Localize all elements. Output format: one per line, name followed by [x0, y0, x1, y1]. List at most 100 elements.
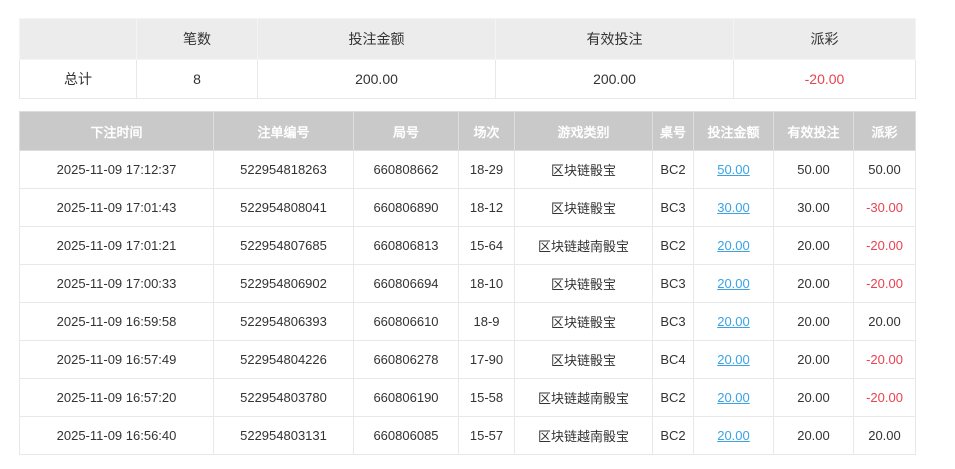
cell-bet-time: 2025-11-09 17:12:37: [19, 150, 214, 189]
bet-amount-link[interactable]: 30.00: [717, 200, 750, 215]
cell-table-id: BC3: [652, 264, 694, 303]
cell-session: 15-64: [458, 226, 515, 265]
cell-bet-id: 522954807685: [213, 226, 354, 265]
cell-bet-amount: 50.00: [693, 150, 774, 189]
cell-payout: 50.00: [853, 150, 916, 189]
table-row: 2025-11-09 16:59:58 522954806393 660806610…: [19, 302, 916, 341]
header-bet-time: 下注时间: [19, 111, 214, 151]
header-game-type: 游戏类别: [514, 111, 653, 151]
cell-table-id: BC3: [652, 188, 694, 227]
summary-table: 笔数 投注金额 有效投注 派彩 总计 8 200.00 200.00 -20.0…: [19, 18, 916, 99]
header-bet-id: 注单编号: [213, 111, 354, 151]
cell-bet-time: 2025-11-09 16:57:49: [19, 340, 214, 379]
cell-game-type: 区块链越南骰宝: [514, 378, 653, 417]
bet-amount-link[interactable]: 20.00: [717, 390, 750, 405]
cell-table-id: BC2: [652, 150, 694, 189]
cell-bet-amount: 20.00: [693, 302, 774, 341]
cell-payout: 20.00: [853, 302, 916, 341]
cell-table-id: BC2: [652, 378, 694, 417]
bet-amount-link[interactable]: 20.00: [717, 314, 750, 329]
cell-valid-bet: 20.00: [773, 264, 854, 303]
summary-header: [19, 18, 137, 60]
cell-table-id: BC2: [652, 226, 694, 265]
cell-bet-amount: 30.00: [693, 188, 774, 227]
summary-count: 8: [136, 59, 258, 99]
summary-label: 总计: [19, 59, 137, 99]
cell-round-id: 660806190: [353, 378, 459, 417]
cell-game-type: 区块链骰宝: [514, 340, 653, 379]
cell-bet-amount: 20.00: [693, 340, 774, 379]
cell-bet-time: 2025-11-09 16:59:58: [19, 302, 214, 341]
table-row: 2025-11-09 16:57:49 522954804226 660806278…: [19, 340, 916, 379]
table-row: 2025-11-09 16:56:40 522954803131 660806085…: [19, 416, 916, 455]
cell-bet-id: 522954803131: [213, 416, 354, 455]
cell-bet-time: 2025-11-09 17:00:33: [19, 264, 214, 303]
cell-round-id: 660806694: [353, 264, 459, 303]
header-session: 场次: [458, 111, 515, 151]
table-row: 2025-11-09 17:00:33 522954806902 660806694…: [19, 264, 916, 303]
header-round-id: 局号: [353, 111, 459, 151]
cell-session: 18-9: [458, 302, 515, 341]
header-bet-amount: 投注金额: [693, 111, 774, 151]
summary-header-valid: 有效投注: [495, 18, 734, 60]
cell-round-id: 660806610: [353, 302, 459, 341]
summary-header-payout: 派彩: [733, 18, 916, 60]
cell-valid-bet: 50.00: [773, 150, 854, 189]
cell-payout: -20.00: [853, 378, 916, 417]
table-row: 2025-11-09 16:57:20 522954803780 660806190…: [19, 378, 916, 417]
table-row: 2025-11-09 17:01:43 522954808041 660806890…: [19, 188, 916, 227]
cell-payout: -20.00: [853, 226, 916, 265]
header-payout: 派彩: [853, 111, 916, 151]
cell-valid-bet: 20.00: [773, 416, 854, 455]
cell-table-id: BC3: [652, 302, 694, 341]
cell-session: 15-57: [458, 416, 515, 455]
cell-valid-bet: 20.00: [773, 340, 854, 379]
cell-payout: -30.00: [853, 188, 916, 227]
cell-bet-time: 2025-11-09 17:01:21: [19, 226, 214, 265]
cell-valid-bet: 20.00: [773, 226, 854, 265]
cell-bet-id: 522954808041: [213, 188, 354, 227]
cell-session: 18-10: [458, 264, 515, 303]
cell-game-type: 区块链骰宝: [514, 188, 653, 227]
header-table-id: 桌号: [652, 111, 694, 151]
cell-bet-time: 2025-11-09 16:57:20: [19, 378, 214, 417]
summary-header-bet: 投注金额: [257, 18, 496, 60]
summary-bet: 200.00: [257, 59, 496, 99]
bet-amount-link[interactable]: 50.00: [717, 162, 750, 177]
cell-bet-id: 522954804226: [213, 340, 354, 379]
cell-bet-time: 2025-11-09 17:01:43: [19, 188, 214, 227]
cell-session: 15-58: [458, 378, 515, 417]
header-valid-bet: 有效投注: [773, 111, 854, 151]
summary-header-row: 笔数 投注金额 有效投注 派彩: [19, 18, 916, 60]
cell-session: 17-90: [458, 340, 515, 379]
bet-amount-link[interactable]: 20.00: [717, 428, 750, 443]
bet-detail-table: 下注时间 注单编号 局号 场次 游戏类别 桌号 投注金额 有效投注 派彩 2025-11-09 …: [19, 111, 916, 455]
cell-round-id: 660806085: [353, 416, 459, 455]
cell-session: 18-12: [458, 188, 515, 227]
cell-bet-id: 522954818263: [213, 150, 354, 189]
bet-amount-link[interactable]: 20.00: [717, 352, 750, 367]
cell-bet-amount: 20.00: [693, 378, 774, 417]
cell-game-type: 区块链骰宝: [514, 150, 653, 189]
summary-total-row: 总计 8 200.00 200.00 -20.00: [19, 59, 916, 99]
cell-valid-bet: 20.00: [773, 378, 854, 417]
cell-round-id: 660808662: [353, 150, 459, 189]
cell-payout: -20.00: [853, 264, 916, 303]
cell-valid-bet: 20.00: [773, 302, 854, 341]
bet-amount-link[interactable]: 20.00: [717, 238, 750, 253]
cell-round-id: 660806890: [353, 188, 459, 227]
cell-bet-id: 522954803780: [213, 378, 354, 417]
cell-session: 18-29: [458, 150, 515, 189]
cell-game-type: 区块链越南骰宝: [514, 416, 653, 455]
cell-valid-bet: 30.00: [773, 188, 854, 227]
bet-amount-link[interactable]: 20.00: [717, 276, 750, 291]
cell-payout: -20.00: [853, 340, 916, 379]
detail-header-row: 下注时间 注单编号 局号 场次 游戏类别 桌号 投注金额 有效投注 派彩: [19, 111, 916, 151]
cell-round-id: 660806813: [353, 226, 459, 265]
table-row: 2025-11-09 17:01:21 522954807685 660806813…: [19, 226, 916, 265]
cell-bet-id: 522954806393: [213, 302, 354, 341]
cell-game-type: 区块链骰宝: [514, 302, 653, 341]
cell-table-id: BC2: [652, 416, 694, 455]
cell-bet-amount: 20.00: [693, 416, 774, 455]
cell-game-type: 区块链骰宝: [514, 264, 653, 303]
